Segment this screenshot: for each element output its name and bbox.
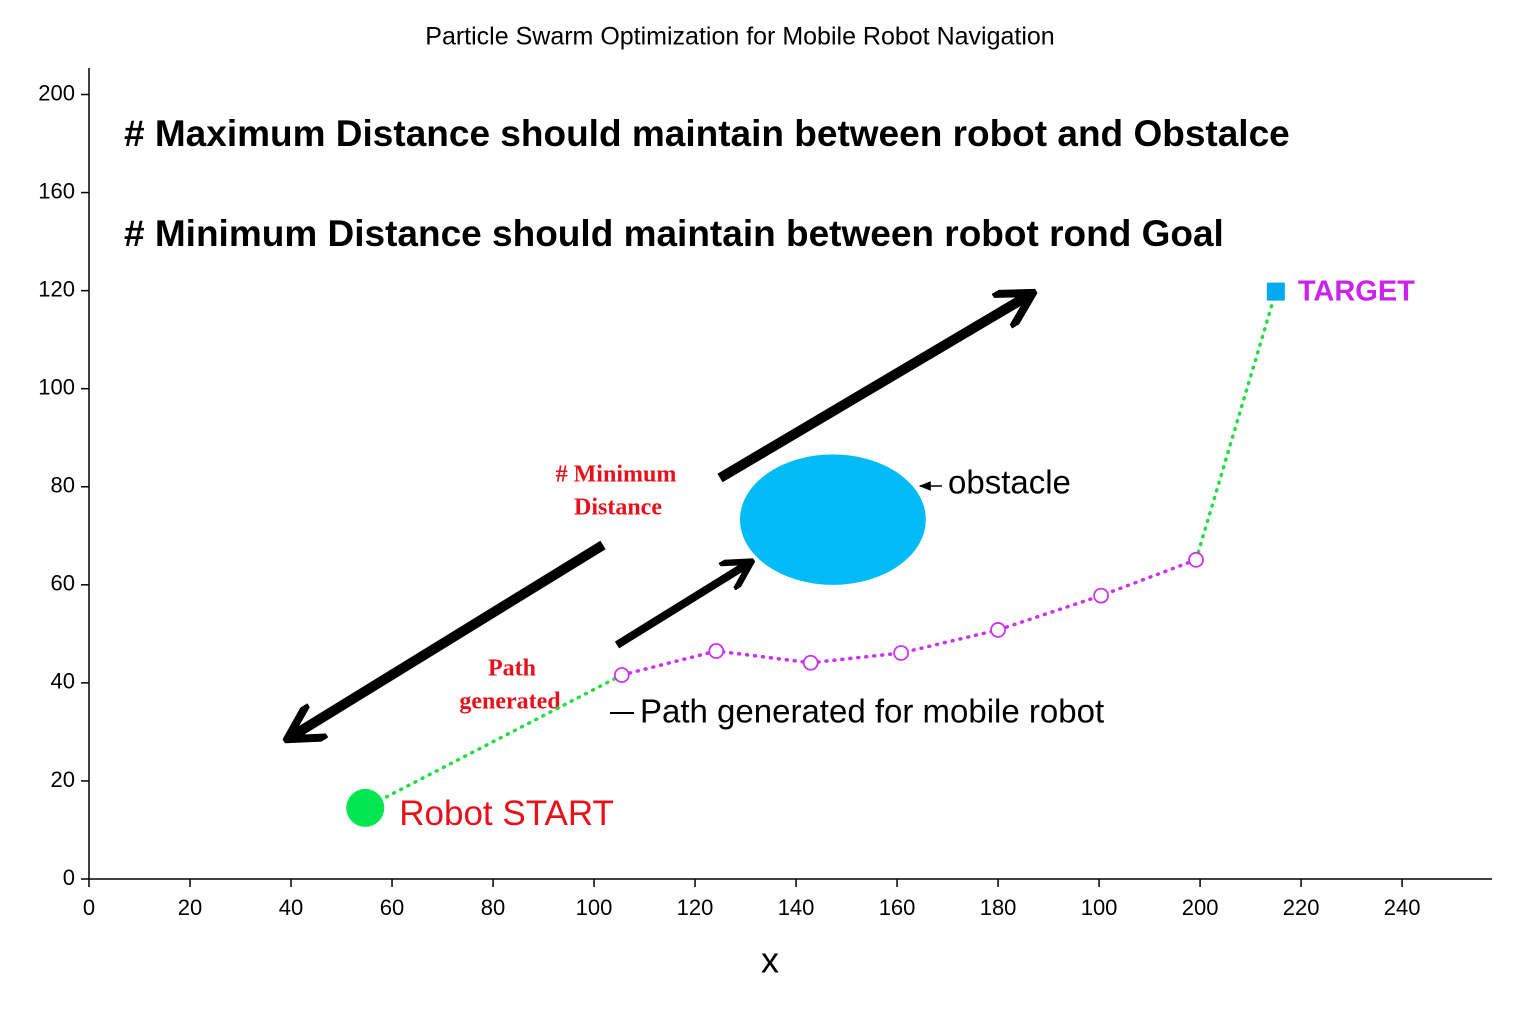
path-point (708, 643, 725, 659)
y-tick-label: 20 (51, 767, 75, 792)
x-axis-label: x (761, 940, 779, 981)
heading: # Maximum Distance should maintain betwe… (124, 113, 1290, 154)
y-tick-label: 100 (38, 375, 75, 400)
x-tick-label: 200 (1182, 895, 1219, 920)
arrow (614, 565, 746, 649)
annotation: Path generated for mobile robot (640, 693, 1104, 730)
y-tick-label: 40 (51, 669, 75, 694)
y-tick-label: 0 (63, 865, 75, 890)
x-tick-label: 20 (178, 895, 202, 920)
arrow (717, 297, 1026, 483)
path-point (613, 667, 630, 683)
x-tick-label: 80 (481, 895, 505, 920)
x-tick-label: 140 (778, 895, 815, 920)
arrow (294, 540, 606, 735)
x-tick-label: 40 (279, 895, 303, 920)
chart-title: Particle Swarm Optimization for Mobile R… (425, 23, 1054, 51)
annotation: generated (459, 689, 561, 715)
y-tick-label: 200 (38, 80, 75, 105)
x-tick-label: 60 (380, 895, 404, 920)
start-point (346, 788, 385, 827)
path-line (620, 558, 1198, 677)
annotation: Distance (574, 495, 662, 521)
path-point (1093, 587, 1109, 604)
heading: # Minimum Distance should maintain betwe… (124, 213, 1224, 254)
annotation: obstacle (948, 464, 1071, 501)
y-tick-label: 160 (38, 178, 75, 203)
x-tick-label: 0 (83, 895, 95, 920)
x-tick-label: 100 (1081, 895, 1118, 920)
annotation: Path (488, 656, 536, 682)
path-point (893, 645, 909, 661)
connector (363, 673, 624, 810)
x-tick-label: 100 (576, 895, 613, 920)
x-tick-label: 120 (677, 895, 714, 920)
annotation: # Minimum (556, 462, 677, 488)
start-label: Robot START (399, 794, 614, 833)
x-tick-label: 180 (980, 895, 1017, 920)
x-tick-label: 160 (879, 895, 916, 920)
x-tick-label: 220 (1283, 895, 1320, 920)
target-point (1266, 282, 1285, 301)
x-tick-label: 240 (1384, 895, 1421, 920)
path-point (802, 654, 819, 671)
path-point (1188, 551, 1204, 568)
y-tick-label: 80 (51, 473, 75, 498)
y-tick-label: 60 (51, 571, 75, 596)
obstacle (739, 454, 926, 585)
path-point (990, 622, 1006, 638)
target-label: TARGET (1298, 275, 1415, 307)
y-tick-label: 120 (38, 276, 75, 301)
connector (1194, 289, 1278, 562)
